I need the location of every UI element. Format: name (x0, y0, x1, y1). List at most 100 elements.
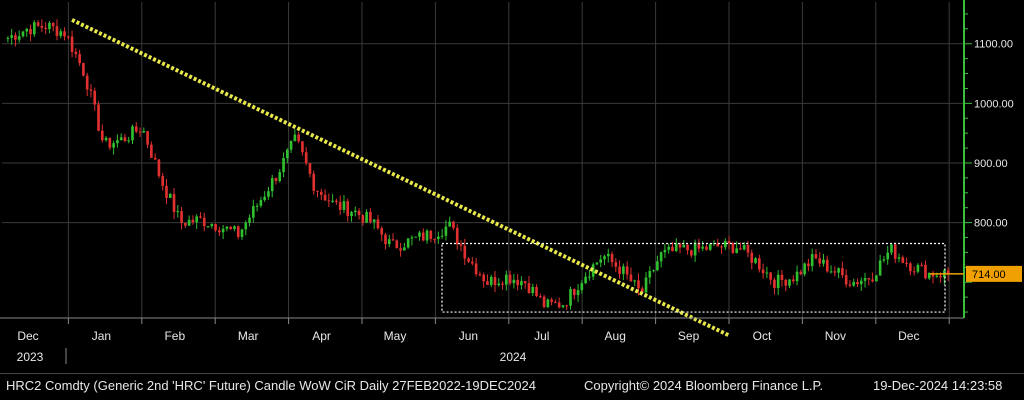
candle-body (78, 54, 81, 64)
y-tick-label: 800.00 (974, 218, 1008, 230)
candle-body (890, 244, 893, 253)
candle-body (599, 259, 603, 263)
candle-body (478, 274, 482, 276)
candle-body (471, 261, 474, 264)
candle-body (652, 270, 655, 272)
candle-body (433, 238, 436, 240)
candle-body (622, 266, 625, 274)
candle-body (70, 36, 74, 52)
candle-body (705, 246, 708, 250)
candle-body (467, 258, 470, 262)
candle-body (520, 281, 523, 286)
candle-body (535, 286, 538, 297)
candle-body (225, 226, 229, 229)
candle-body (920, 264, 924, 266)
candle-body (678, 243, 682, 248)
candle-body (693, 242, 697, 256)
x-tick-label: Jul (534, 329, 549, 343)
candle-body (108, 137, 112, 148)
candle-body (656, 261, 659, 271)
candle-body (746, 245, 750, 253)
candle-body (818, 258, 822, 264)
candle-body (214, 224, 217, 231)
candle-body (134, 126, 138, 132)
candle-body (365, 211, 368, 223)
candle-body (852, 281, 856, 286)
candle-body (184, 222, 187, 226)
candle-body (335, 200, 338, 203)
candle-body (841, 268, 844, 276)
candlestick-chart: 1100.00 1000.00 900.00 800.00 714.00 Dec Jan Fe… (0, 0, 1022, 364)
candle-body (66, 36, 70, 38)
candle-body (588, 276, 591, 278)
candle-body (384, 234, 387, 245)
candle-body (357, 210, 361, 216)
candle-body (289, 141, 293, 150)
candle-body (784, 279, 788, 286)
candle-body (153, 157, 157, 160)
candle-body (742, 245, 746, 250)
candle-body (82, 63, 85, 76)
candle-body (146, 131, 149, 145)
candle-body (51, 23, 55, 27)
candle-body (614, 262, 618, 267)
candle-body (112, 143, 115, 148)
x-tick-label: Sep (678, 329, 700, 343)
candle-body (810, 254, 814, 267)
candle-body (346, 201, 350, 217)
candle-body (165, 185, 168, 198)
candle-body (557, 302, 561, 308)
candle-body (40, 25, 44, 28)
candle-body (773, 279, 776, 288)
candle-body (788, 279, 791, 286)
candle-body (561, 305, 565, 308)
candle-body (550, 299, 553, 302)
candle-body (206, 226, 210, 228)
candle-body (308, 163, 312, 174)
candle-body (648, 271, 652, 278)
candle-body (44, 27, 47, 30)
x-tick-label: Dec (17, 329, 38, 343)
candle-body (6, 37, 10, 39)
candle-body (425, 230, 429, 241)
candle-body (104, 137, 108, 141)
candle-body (856, 281, 859, 285)
last-price-label: 714.00 (972, 269, 1006, 281)
candle-body (825, 259, 829, 272)
candle-body (776, 274, 780, 288)
candle-body (406, 238, 410, 248)
candle-body (629, 274, 633, 282)
candle-body (659, 252, 663, 262)
candle-body (690, 250, 693, 256)
candle-body (316, 190, 319, 192)
candle-body (739, 248, 742, 250)
candle-body (395, 240, 399, 249)
candle-body (474, 263, 478, 275)
candle-body (391, 239, 395, 241)
candle-body (939, 275, 942, 278)
candle-body (720, 246, 723, 248)
candle-body (127, 140, 131, 142)
candle-body (761, 269, 765, 274)
candle-body (157, 159, 161, 177)
candle-body (180, 211, 183, 223)
candle-body (708, 244, 712, 250)
footer-timestamp: 19-Dec-2024 14:23:58 (873, 378, 1003, 393)
candle-body (403, 247, 406, 251)
candle-body (859, 280, 863, 285)
candle-body (576, 290, 580, 296)
candle-body (731, 243, 735, 253)
candle-body (716, 243, 720, 247)
candle-body (686, 244, 689, 251)
candle-body (116, 140, 119, 144)
x-tick-label: Jun (459, 329, 478, 343)
candle-body (267, 191, 270, 197)
candle-body (63, 31, 66, 37)
x-tick-label: Oct (753, 329, 772, 343)
candle-body (138, 131, 142, 133)
candle-body (516, 279, 519, 286)
footer-copyright: Copyright© 2024 Bloomberg Finance L.P. (584, 378, 824, 393)
candle-body (807, 263, 810, 267)
candle-body (229, 226, 232, 229)
candle-body (100, 130, 104, 141)
